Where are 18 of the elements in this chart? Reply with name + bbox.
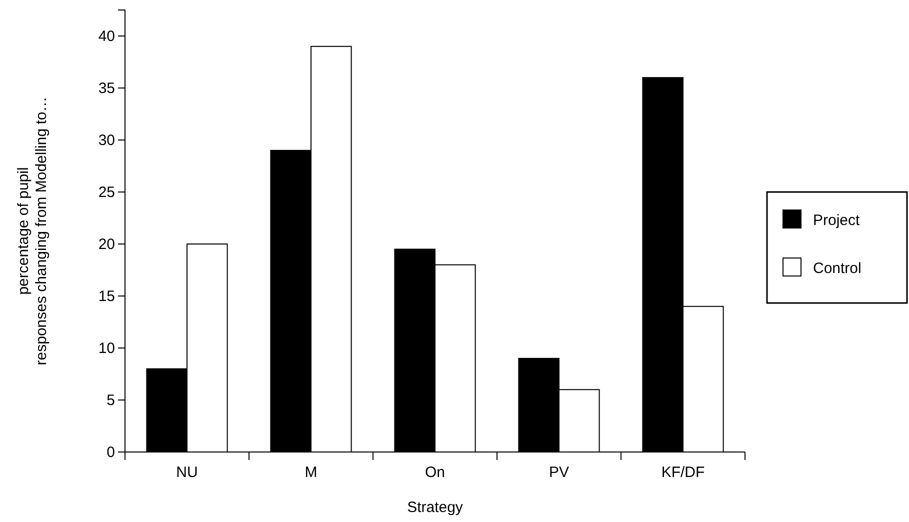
y-tick-label: 40 <box>98 28 115 45</box>
y-tick-label: 20 <box>98 236 115 253</box>
x-tick-label: PV <box>548 464 570 481</box>
y-tick-label: 10 <box>98 340 115 357</box>
y-tick-label: 0 <box>106 444 115 461</box>
legend-label: Control <box>813 260 862 277</box>
x-tick-label: On <box>424 464 446 481</box>
x-tick-label: M <box>304 464 318 481</box>
x-tick-label: KF/DF <box>661 464 705 481</box>
legend-label: Project <box>813 212 861 229</box>
y-tick-label: 15 <box>98 288 115 305</box>
y-tick-label: 35 <box>98 80 115 97</box>
x-axis-title: Strategy <box>407 499 464 516</box>
y-tick-label: 5 <box>106 392 115 409</box>
y-tick-label: 25 <box>98 184 115 201</box>
y-tick-label: 30 <box>98 132 115 149</box>
y-axis-title: percentage of pupil responses changing from Modelling to… <box>15 96 50 366</box>
x-tick-label: NU <box>176 464 198 481</box>
